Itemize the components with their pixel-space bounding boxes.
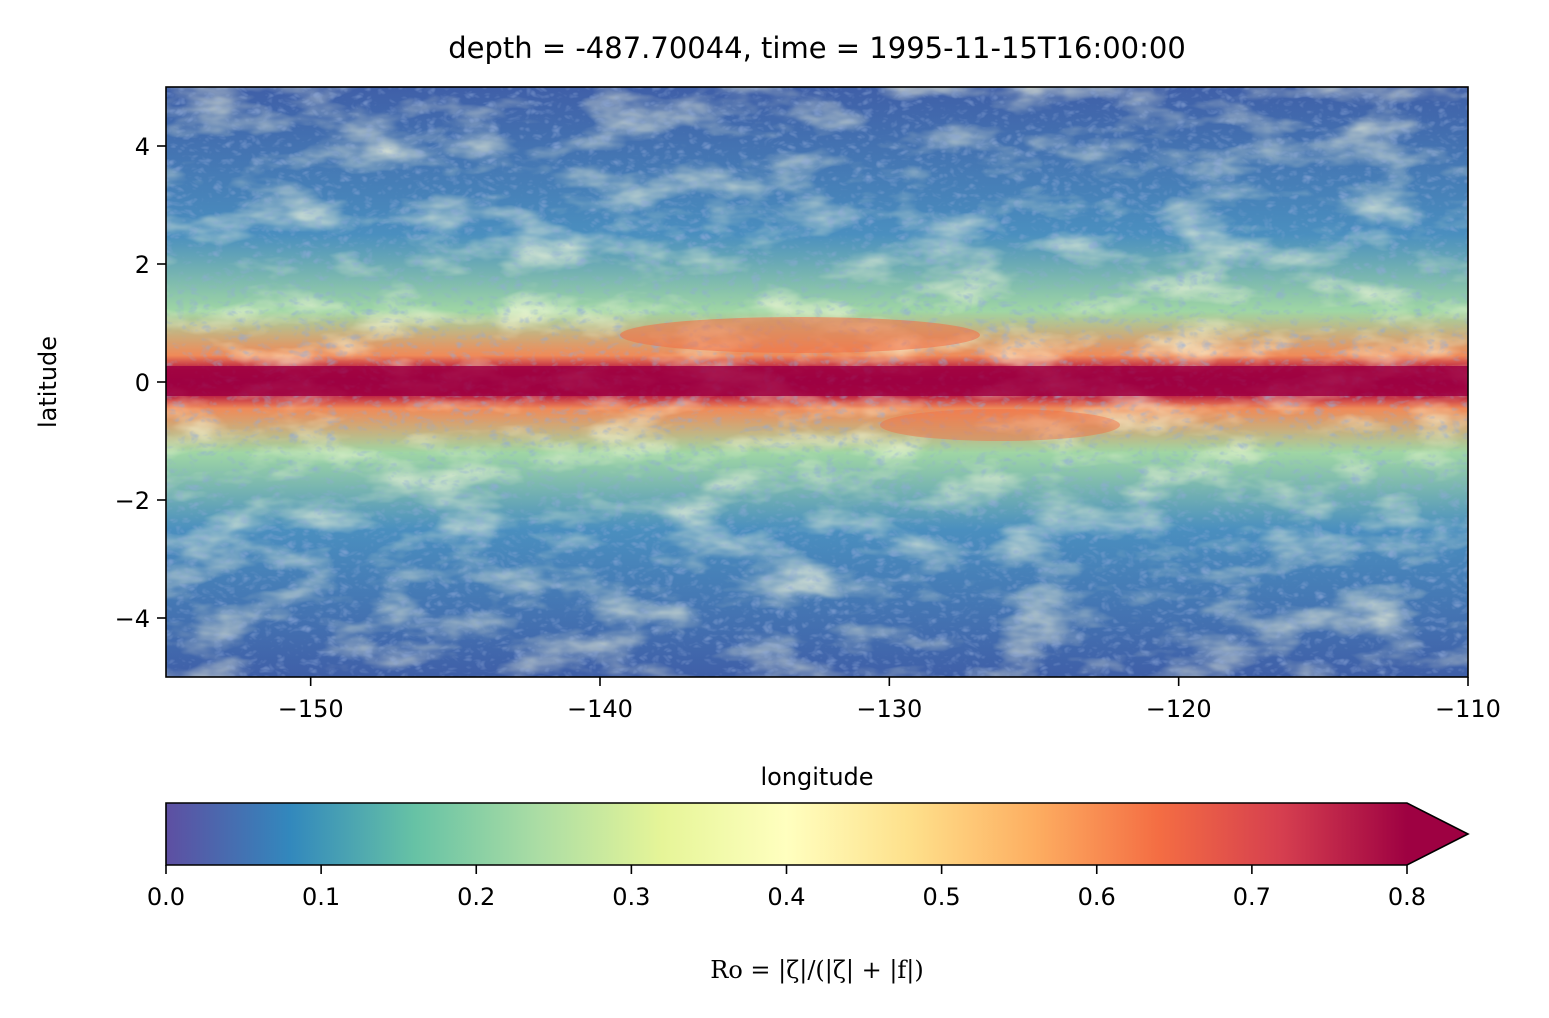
x-tick-label: −140 xyxy=(567,695,633,723)
colorbar: 0.0 0.1 0.2 0.3 0.4 0.5 0.6 0.7 0.8 Ro = |ζ|/(|ζ… xyxy=(147,802,1470,985)
colorbar-extend-arrow xyxy=(1407,803,1468,865)
y-tick-label: −4 xyxy=(115,605,150,633)
colorbar-tick-label: 0.8 xyxy=(1388,883,1426,911)
heatmap-field xyxy=(166,87,1468,677)
y-tick-label: 0 xyxy=(135,369,150,397)
x-tick-label: −110 xyxy=(1435,695,1501,723)
colorbar-tick-label: 0.3 xyxy=(612,883,650,911)
y-tick-label: 2 xyxy=(135,251,150,279)
y-axis-label: latitude xyxy=(34,336,62,428)
y-tick-label: 4 xyxy=(135,133,150,161)
colorbar-tick-label: 0.1 xyxy=(302,883,340,911)
y-tick-label: −2 xyxy=(115,487,150,515)
colorbar-tick-label: 0.0 xyxy=(147,883,185,911)
colorbar-label: Ro = |ζ|/(|ζ| + |f|) xyxy=(710,956,923,985)
x-axis: −150 −140 −130 −120 −110 xyxy=(278,677,1501,723)
y-axis: −4 −2 0 2 4 xyxy=(115,133,166,633)
colorbar-tick-label: 0.4 xyxy=(767,883,805,911)
chart-title: depth = -487.70044, time = 1995-11-15T16… xyxy=(448,31,1186,65)
colorbar-tick-label: 0.5 xyxy=(923,883,961,911)
colorbar-tick-label: 0.7 xyxy=(1233,883,1271,911)
x-tick-label: −150 xyxy=(278,695,344,723)
colorbar-tick-label: 0.2 xyxy=(457,883,495,911)
colorbar-body xyxy=(166,803,1407,865)
x-tick-label: −120 xyxy=(1146,695,1212,723)
x-tick-label: −130 xyxy=(856,695,922,723)
colorbar-tick-label: 0.6 xyxy=(1078,883,1116,911)
x-axis-label: longitude xyxy=(760,763,873,791)
colorbar-ticks: 0.0 0.1 0.2 0.3 0.4 0.5 0.6 0.7 0.8 xyxy=(147,865,1426,911)
colorbar-outline xyxy=(165,802,1470,866)
